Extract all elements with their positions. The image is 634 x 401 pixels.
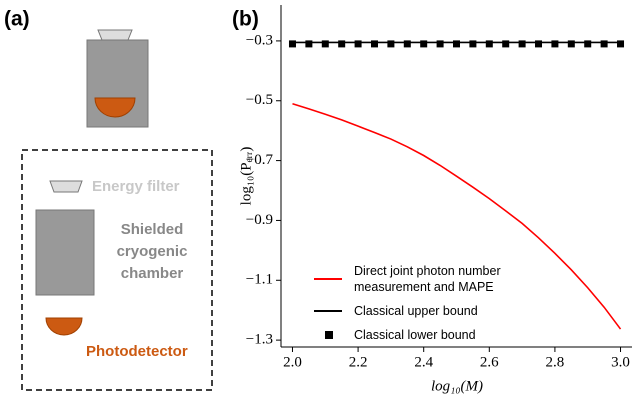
marker xyxy=(403,40,411,48)
marker xyxy=(338,40,346,48)
panel-label: (a) xyxy=(4,8,30,31)
x-axis-label: log₁₀(M) xyxy=(431,378,483,394)
x-tick-label: 2.2 xyxy=(349,354,368,370)
chamber-label: Shielded xyxy=(121,221,184,238)
marker xyxy=(584,40,592,48)
legend-swatch xyxy=(314,310,342,312)
filter-icon xyxy=(97,29,133,41)
x-tick-label: 2.4 xyxy=(414,354,433,370)
legend-box xyxy=(21,149,213,391)
y-tick-label: −0.7 xyxy=(246,152,274,168)
chamber-label: cryogenic xyxy=(117,243,188,260)
x-tick-label: 2.0 xyxy=(283,354,302,370)
legend-entry: Direct joint photon number measurement a… xyxy=(312,263,544,295)
marker xyxy=(453,40,460,48)
marker xyxy=(387,40,395,48)
marker xyxy=(535,40,543,48)
panel-label: (b) xyxy=(232,8,259,31)
marker xyxy=(436,40,444,48)
legend-swatch xyxy=(314,278,342,280)
marker xyxy=(600,40,608,48)
legend-entry: Classical upper bound xyxy=(312,303,544,319)
legend: Direct joint photon number measurement a… xyxy=(312,263,544,343)
y-tick-label: −0.5 xyxy=(246,92,273,108)
marker xyxy=(420,40,428,48)
y-tick-label: −0.9 xyxy=(246,212,273,228)
detector-icon xyxy=(94,97,136,118)
filter-label: Energy filter xyxy=(92,178,180,195)
detector-icon xyxy=(45,317,83,336)
chamber-icon xyxy=(35,209,95,296)
chamber-label: chamber xyxy=(121,265,184,282)
y-tick-label: −0.3 xyxy=(246,32,273,48)
marker xyxy=(305,40,313,48)
line xyxy=(292,102,622,330)
legend-label: Classical lower bound xyxy=(354,328,476,342)
x-tick-label: 2.8 xyxy=(546,354,565,370)
marker xyxy=(518,40,526,48)
marker xyxy=(288,40,296,48)
marker xyxy=(321,40,329,48)
marker xyxy=(567,40,575,48)
marker xyxy=(469,40,477,48)
x-tick-label: 3.0 xyxy=(611,354,630,370)
y-tick-label: −1.1 xyxy=(246,272,273,288)
legend-swatch xyxy=(325,331,333,339)
marker xyxy=(551,40,559,48)
marker xyxy=(502,40,510,48)
legend-entry: Classical lower bound xyxy=(312,327,544,343)
y-axis-label: log₁₀(Pₑᵣᵣ) xyxy=(238,147,254,206)
marker xyxy=(354,40,362,48)
marker xyxy=(370,40,378,48)
filter-icon xyxy=(49,180,83,193)
legend-label: Direct joint photon number measurement a… xyxy=(354,264,501,294)
legend-label: Classical upper bound xyxy=(354,304,478,318)
x-tick-label: 2.6 xyxy=(480,354,499,370)
detector-label: Photodetector xyxy=(86,343,188,360)
marker xyxy=(617,40,625,48)
y-tick-label: −1.3 xyxy=(246,332,273,348)
marker xyxy=(485,40,493,48)
legend-marker xyxy=(325,331,333,339)
